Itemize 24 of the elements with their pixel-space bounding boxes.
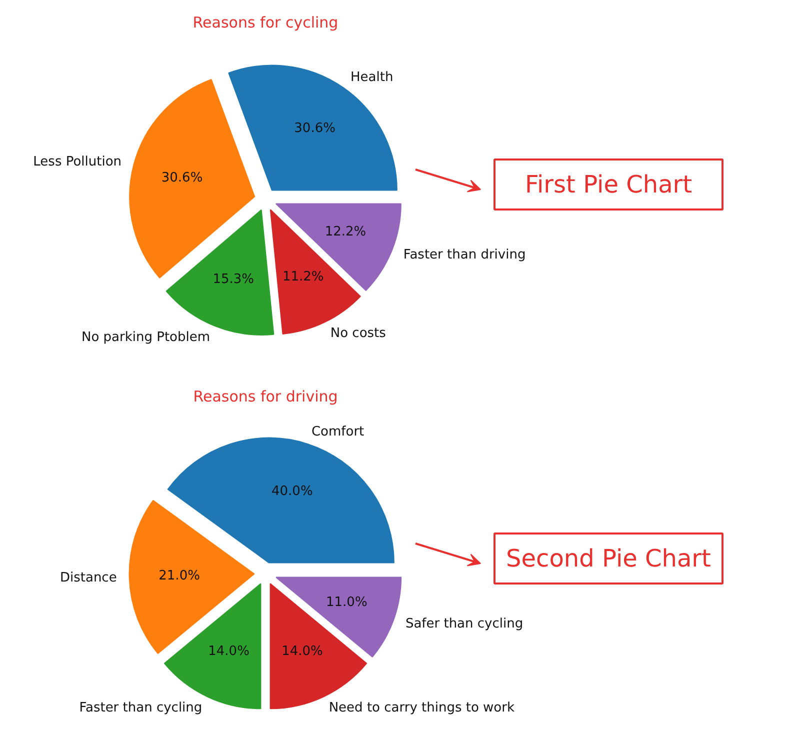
slice-label: Safer than cycling: [405, 616, 524, 632]
data-label: 30.6%: [161, 170, 203, 186]
data-label: 14.0%: [282, 644, 323, 660]
slice-label: No parking Ptoblem: [81, 330, 210, 346]
text: Second Pie Chart: [506, 544, 711, 572]
text: First Pie Chart: [524, 170, 692, 198]
data-label: 11.0%: [326, 595, 368, 610]
chart-title: Reasons for driving: [193, 388, 338, 406]
data-label: 14.0%: [208, 644, 250, 660]
slice-label: Health: [350, 70, 394, 85]
slice-label: No costs: [330, 326, 386, 341]
slice-label: Distance: [60, 570, 117, 586]
slice-label: Comfort: [311, 424, 364, 440]
data-label: 15.3%: [212, 272, 254, 288]
slice-label: Need to carry things to work: [328, 700, 515, 716]
data-label: 30.6%: [294, 121, 336, 136]
slice-label: Faster than cycling: [79, 700, 202, 716]
slice-label: Faster than driving: [403, 248, 526, 263]
data-label: 11.2%: [282, 270, 324, 285]
chart-title: Reasons for cycling: [192, 14, 338, 32]
data-label: 21.0%: [158, 568, 200, 584]
data-label: 12.2%: [324, 224, 366, 240]
data-label: 40.0%: [272, 484, 313, 499]
slice-label: Less Pollution: [33, 154, 122, 170]
